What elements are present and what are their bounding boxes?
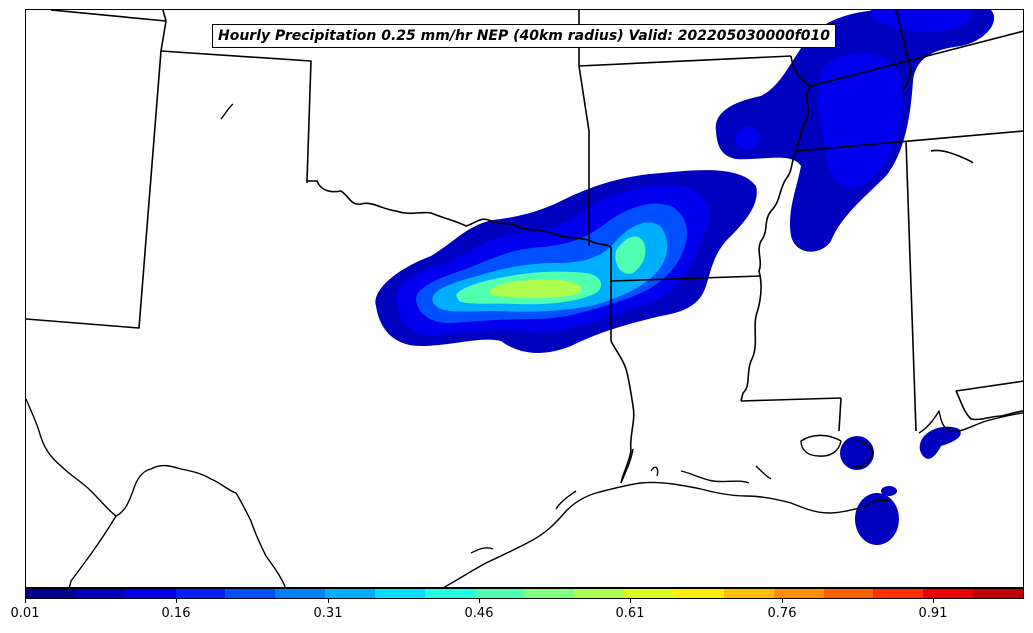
colorbar-swatch (325, 589, 375, 598)
colorbar-tick-label: 0.91 (918, 606, 948, 621)
colorbar-tick-label: 0.31 (313, 606, 343, 621)
colorbar-swatch (424, 589, 475, 598)
colorbar-swatch (26, 589, 76, 598)
colorbar-tick (328, 599, 329, 603)
precip-ne-l2 (817, 53, 903, 188)
colorbar-tick (782, 599, 783, 603)
colorbar-swatch (773, 589, 824, 598)
colorbar-tick-label: 0.16 (161, 606, 191, 621)
colorbar-swatch (75, 589, 126, 598)
colorbar-swatch (225, 589, 276, 598)
coastline (26, 103, 1023, 587)
colorbar-swatch (574, 589, 625, 598)
colorbar-swatch (673, 589, 724, 598)
colorbar (25, 588, 1024, 599)
colorbar-tick (933, 599, 934, 603)
colorbar-swatch (275, 589, 326, 598)
precip-ne-blob (735, 126, 760, 150)
precipitation-field (375, 10, 995, 545)
precip-cell-1 (840, 436, 874, 470)
colorbar-swatch (474, 589, 525, 598)
colorbar-tick-label: 0.61 (615, 606, 645, 621)
precip-ne-top (870, 10, 972, 32)
colorbar-tick (479, 599, 480, 603)
colorbar-tick-label: 0.01 (10, 606, 40, 621)
precip-band-core (489, 279, 582, 299)
colorbar-tick-label: 0.76 (767, 606, 797, 621)
precip-band-l5b (615, 236, 646, 274)
colorbar-swatch (873, 589, 924, 598)
colorbar-tick (630, 599, 631, 603)
colorbar-tick (176, 599, 177, 603)
colorbar-tick-label: 0.46 (464, 606, 494, 621)
colorbar-swatch (524, 589, 575, 598)
precip-cell-4 (919, 426, 961, 459)
colorbar-swatch (624, 589, 674, 598)
colorbar-swatch (973, 589, 1023, 598)
colorbar-swatch (923, 589, 974, 598)
map-canvas (26, 10, 1023, 587)
state-boundaries (26, 10, 1023, 484)
map-panel: Hourly Precipitation 0.25 mm/hr NEP (40k… (25, 9, 1024, 588)
colorbar-swatch (723, 589, 774, 598)
colorbar-swatch (175, 589, 226, 598)
colorbar-swatch (374, 589, 425, 598)
colorbar-tick (25, 599, 26, 603)
colorbar-swatch (823, 589, 874, 598)
precip-cell-3 (881, 486, 897, 496)
map-title: Hourly Precipitation 0.25 mm/hr NEP (40k… (212, 24, 837, 48)
colorbar-swatch (125, 589, 176, 598)
